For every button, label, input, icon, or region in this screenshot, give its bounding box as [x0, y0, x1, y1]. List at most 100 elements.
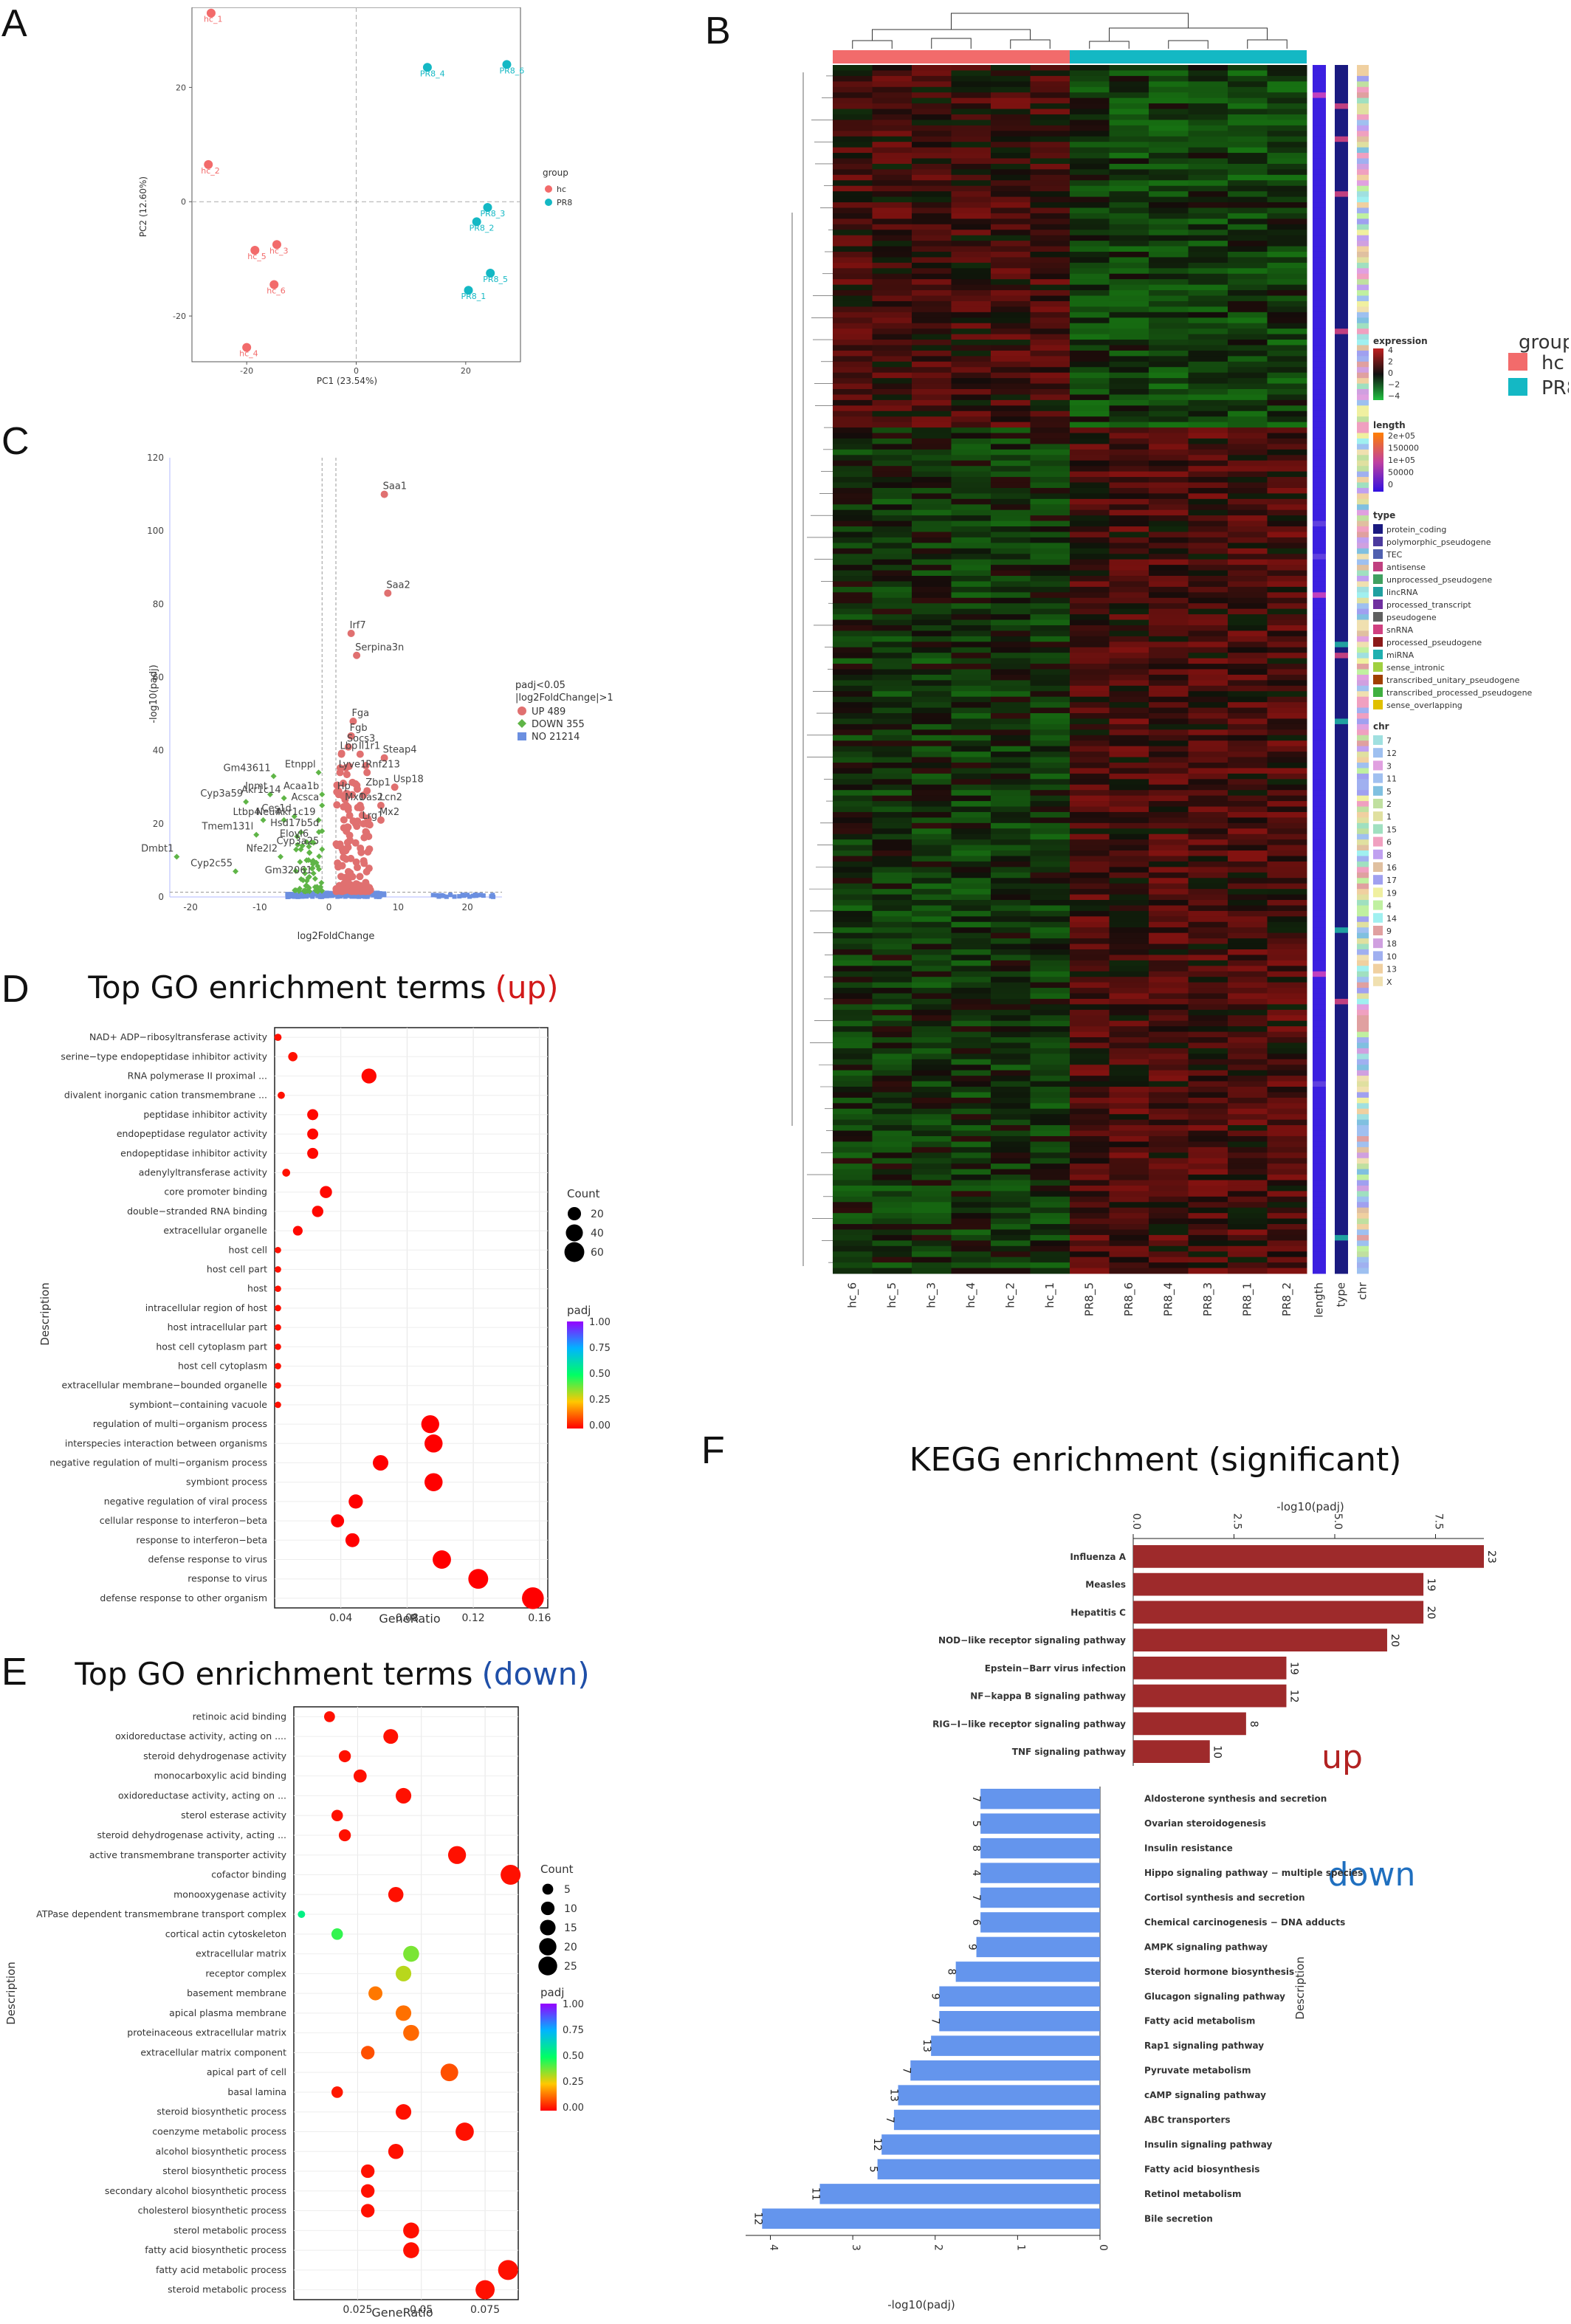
kegg-down-bar	[910, 2060, 1100, 2081]
heatmap-cell	[1267, 850, 1307, 856]
heatmap-cell	[1030, 1130, 1070, 1137]
heatmap-cell	[1109, 70, 1149, 77]
heatmap-cell	[1267, 680, 1307, 687]
heatmap-cell	[833, 894, 873, 901]
heatmap-chr-cell	[1357, 664, 1369, 670]
heatmap-cell	[1109, 241, 1149, 247]
heatmap-cell	[1188, 653, 1228, 659]
heatmap-cell	[1228, 65, 1268, 71]
heatmap-cell	[1188, 636, 1228, 642]
heatmap-cell	[872, 444, 912, 450]
heatmap-cell	[1228, 241, 1268, 247]
heatmap-type-cell	[1335, 723, 1348, 730]
heatmap-type-legend-label: transcribed_processed_pseudogene	[1386, 688, 1533, 698]
heatmap-length-cell	[1313, 691, 1326, 698]
volcano-down-point	[294, 833, 300, 840]
heatmap-cell	[1030, 120, 1070, 126]
heatmap-cell	[1149, 224, 1189, 230]
kegg-down-category-label: Fatty acid metabolism	[1144, 2016, 1255, 2026]
heatmap-cell	[1267, 603, 1307, 610]
heatmap-type-cell	[1335, 971, 1348, 977]
heatmap-cell	[1228, 828, 1268, 835]
heatmap-cell	[1267, 202, 1307, 208]
heatmap-length-cell	[1313, 1240, 1326, 1247]
heatmap-cell	[1149, 1262, 1189, 1269]
volcano-no-point	[335, 894, 340, 899]
heatmap-cell	[872, 169, 912, 176]
heatmap-cell	[872, 1092, 912, 1099]
volcano-no-point	[472, 893, 478, 898]
heatmap-cell	[872, 345, 912, 351]
heatmap-cell	[1030, 1224, 1070, 1230]
heatmap-cell	[912, 81, 952, 88]
heatmap-cell	[1070, 246, 1110, 252]
volcano-legend-down-dot	[518, 719, 526, 728]
heatmap-cell	[991, 1103, 1031, 1110]
heatmap-cell	[951, 207, 991, 214]
heatmap-cell	[991, 312, 1031, 318]
heatmap-cell	[991, 910, 1031, 917]
go-up-padj-legend-tick: 0.50	[589, 1369, 611, 1380]
heatmap-cell	[1267, 636, 1307, 642]
heatmap-cell	[1228, 70, 1268, 77]
heatmap-cell	[1070, 642, 1110, 648]
heatmap-type-cell	[1335, 746, 1348, 752]
kegg-down-count-label: 12	[752, 2212, 763, 2225]
heatmap-cell	[1109, 1009, 1149, 1016]
heatmap-cell	[912, 1076, 952, 1082]
heatmap-chr-cell	[1357, 273, 1369, 280]
heatmap-cell	[1228, 399, 1268, 406]
heatmap-cell	[1149, 746, 1189, 752]
heatmap-cell	[1109, 213, 1149, 219]
heatmap-length-cell	[1313, 723, 1326, 730]
heatmap-cell	[1109, 757, 1149, 763]
heatmap-cell	[833, 1103, 873, 1110]
heatmap-type-cell	[1335, 894, 1348, 901]
heatmap-chr-legend-label: 12	[1386, 749, 1397, 758]
heatmap-cell	[1267, 65, 1307, 71]
heatmap-cell	[1030, 1152, 1070, 1159]
heatmap-cell	[872, 762, 912, 769]
heatmap-cell	[1188, 427, 1228, 434]
heatmap-cell	[1149, 329, 1189, 335]
heatmap-type-cell	[1335, 921, 1348, 928]
volcano-no-point	[354, 894, 359, 899]
heatmap-cell	[833, 383, 873, 390]
heatmap-cell	[1149, 966, 1189, 972]
heatmap-chr-cell	[1357, 966, 1369, 972]
heatmap-cell	[951, 828, 991, 835]
heatmap-cell	[833, 312, 873, 318]
heatmap-cell	[1228, 372, 1268, 379]
volcano-down-point	[319, 887, 326, 894]
heatmap-length-cell	[1313, 861, 1326, 867]
heatmap-cell	[1228, 142, 1268, 148]
heatmap-cell	[1030, 723, 1070, 730]
heatmap-cell	[1228, 367, 1268, 374]
heatmap-cell	[951, 449, 991, 455]
heatmap-chr-cell	[1357, 1191, 1369, 1197]
heatmap-type-cell	[1335, 752, 1348, 758]
heatmap-cell	[1228, 1092, 1268, 1099]
heatmap-cell	[1149, 1245, 1189, 1252]
heatmap-cell	[1267, 729, 1307, 736]
heatmap-cell	[991, 833, 1031, 840]
heatmap-cell	[1149, 949, 1189, 955]
go-down-dot	[361, 2204, 375, 2218]
pca-point	[472, 217, 481, 227]
heatmap-cell	[1188, 1146, 1228, 1153]
heatmap-chr-cell	[1357, 1185, 1369, 1192]
heatmap-chr-cell	[1357, 356, 1369, 362]
heatmap-cell	[833, 109, 873, 115]
heatmap-cell	[1149, 691, 1189, 698]
heatmap-cell	[1030, 993, 1070, 1000]
heatmap-cell	[991, 1185, 1031, 1192]
volcano-up-point	[365, 845, 374, 853]
heatmap-cell	[912, 900, 952, 906]
heatmap-cell	[951, 75, 991, 82]
heatmap-cell	[1149, 1256, 1189, 1263]
heatmap-cell	[951, 608, 991, 615]
heatmap-cell	[1070, 927, 1110, 934]
heatmap-cell	[872, 581, 912, 588]
heatmap-type-cell	[1335, 1130, 1348, 1137]
heatmap-cell	[912, 147, 952, 154]
